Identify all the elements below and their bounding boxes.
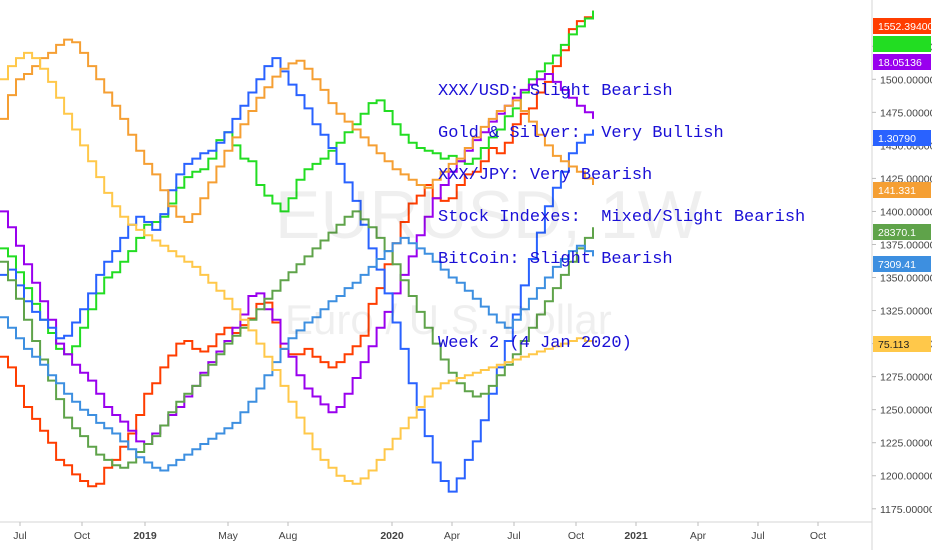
y-tick-label: 1225.00000 (880, 438, 932, 450)
price-label-5: 28370.1 (878, 227, 916, 239)
y-tick-label: 1200.00000 (880, 471, 932, 483)
x-tick-label: Apr (690, 530, 707, 542)
y-tick-label: 1275.00000 (880, 372, 932, 384)
y-tick-label: 1475.00000 (880, 107, 932, 119)
price-label-7: 75.113 (878, 339, 909, 351)
price-label-box-0 (873, 18, 931, 34)
y-tick-label: 1400.00000 (880, 206, 932, 218)
price-label-0: 1552.39400 (878, 21, 932, 33)
price-label-4: 141.331 (878, 185, 916, 197)
y-tick-label: 1250.00000 (880, 405, 932, 417)
series-line-6 (0, 236, 594, 472)
series-line-5 (0, 210, 594, 469)
annotation-gold-silver: Gold & Silver: Very Bullish (438, 124, 724, 143)
price-label-box-6 (873, 256, 931, 272)
series-line-1 (0, 10, 594, 356)
price-label-6: 7309.41 (878, 259, 916, 271)
x-tick-label: Jul (507, 530, 520, 542)
x-tick-label: Oct (74, 530, 90, 542)
x-tick-label: May (218, 530, 239, 542)
y-tick-label: 1325.00000 (880, 306, 932, 318)
annotation-jpy: XXX/JPY: Very Bearish (438, 166, 653, 185)
price-label-box-1 (873, 36, 931, 52)
price-label-box-7 (873, 336, 931, 352)
x-tick-label: Oct (810, 530, 826, 542)
annotation-week: Week 2 (4 Jan 2020) (438, 334, 632, 353)
x-tick-label: 2019 (133, 530, 157, 542)
x-tick-label: Jul (13, 530, 26, 542)
x-tick-label: Apr (444, 530, 461, 542)
price-label-2: 18.05136 (878, 57, 922, 69)
x-tick-label: 2020 (380, 530, 404, 542)
price-label-box-3 (873, 130, 931, 146)
annotation-stock-indexes: Stock Indexes: Mixed/Slight Bearish (438, 208, 806, 227)
series-line-0 (0, 10, 594, 488)
x-tick-label: Jul (751, 530, 764, 542)
x-tick-label: Aug (279, 530, 298, 542)
annotation-bitcoin: BitCoin: Slight Bearish (438, 250, 673, 269)
price-label-3: 1.30790 (878, 133, 916, 145)
price-label-box-2 (873, 54, 931, 70)
x-tick-label: 2021 (624, 530, 648, 542)
series-line-7 (0, 51, 594, 485)
price-label-box-4 (873, 182, 931, 198)
watermark-name: Euro / U.S. Dollar (285, 296, 612, 343)
y-tick-label: 1175.00000 (880, 504, 932, 516)
y-tick-label: 1375.00000 (880, 239, 932, 251)
y-tick-label: 1500.00000 (880, 74, 932, 86)
annotation-usd: XXX/USD: Slight Bearish (438, 82, 673, 101)
price-label-box-5 (873, 224, 931, 240)
x-tick-label: Oct (568, 530, 584, 542)
y-tick-label: 1350.00000 (880, 273, 932, 285)
watermark-symbol: EURUSD, 1W (275, 177, 702, 253)
series-line-4 (0, 38, 594, 223)
